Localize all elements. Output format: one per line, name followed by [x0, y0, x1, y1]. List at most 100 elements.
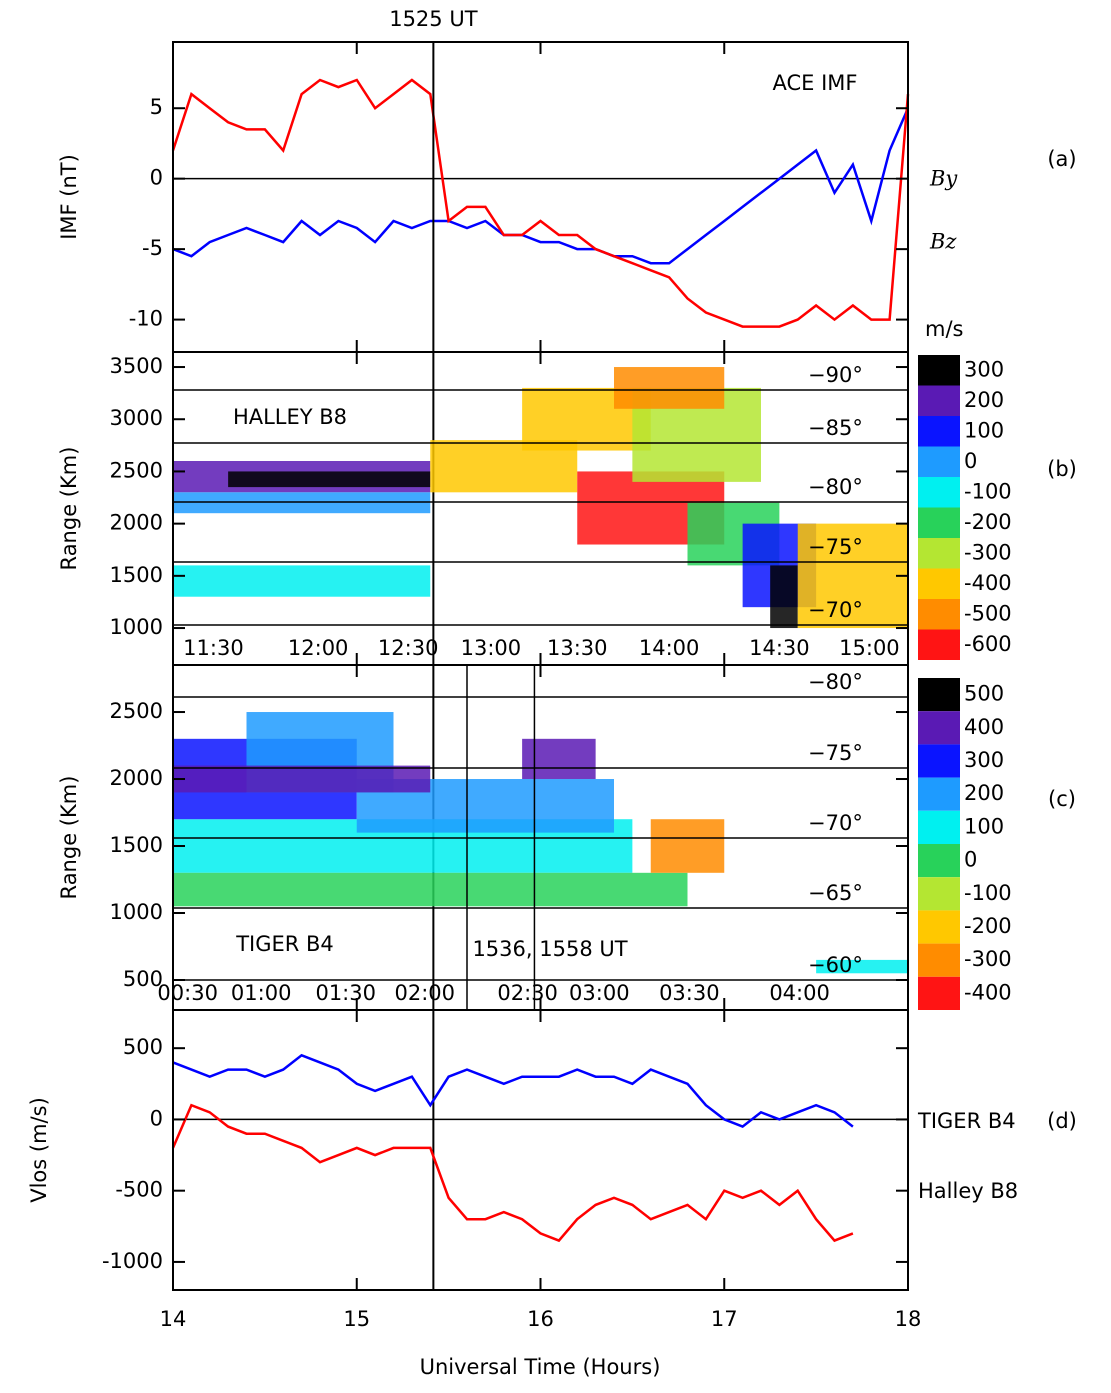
colorbar-block — [918, 477, 960, 508]
colorbar-label: -100 — [964, 479, 1012, 503]
y-axis-label: IMF (nT) — [57, 154, 81, 240]
colorbar-block — [918, 507, 960, 538]
y-tick-label: 0 — [150, 166, 163, 190]
latitude-label: −60° — [808, 953, 863, 977]
local-time-label: 12:00 — [288, 636, 349, 660]
local-time-label: 13:00 — [461, 636, 522, 660]
x-tick-label: 17 — [711, 1307, 738, 1331]
y-tick-label: 2500 — [110, 458, 163, 482]
series-line — [171, 78, 910, 328]
colorbar-block — [918, 416, 960, 447]
y-tick-label: 0 — [150, 1106, 163, 1130]
colorbar-label: -600 — [964, 632, 1012, 656]
y-tick-label: -1000 — [102, 1249, 163, 1273]
event-label: 1536, 1558 UT — [472, 937, 627, 961]
y-tick-label: 3500 — [110, 354, 163, 378]
colorbar-label: 100 — [964, 814, 1004, 838]
latitude-label: −75° — [808, 535, 863, 559]
local-time-label: 04:00 — [769, 981, 830, 1005]
series-line — [172, 107, 910, 265]
colorbar-block — [918, 711, 960, 745]
latitude-label: −65° — [808, 881, 863, 905]
colorbar-block — [918, 355, 960, 386]
y-tick-label: 1500 — [110, 563, 163, 587]
y-tick-label: 3000 — [110, 406, 163, 430]
y-axis-label: Range (Km) — [57, 776, 81, 900]
colorbar-label: -300 — [964, 947, 1012, 971]
y-tick-label: 2000 — [110, 766, 163, 790]
colorbar-block — [918, 629, 960, 660]
y-tick-label: -500 — [115, 1178, 163, 1202]
colorbar-block — [918, 810, 960, 844]
local-time-label: 03:30 — [659, 981, 720, 1005]
local-time-label: 15:00 — [839, 636, 900, 660]
x-tick-label: 16 — [527, 1307, 554, 1331]
series-line — [171, 1103, 854, 1243]
y-tick-label: 500 — [123, 1035, 163, 1059]
latitude-label: −90° — [808, 363, 863, 387]
panel-title: HALLEY B8 — [233, 405, 347, 429]
legend-entry: Halley B8 — [918, 1179, 1018, 1203]
local-time-label: 02:00 — [394, 981, 455, 1005]
latitude-label: −80° — [808, 475, 863, 499]
colorbar-label: -300 — [964, 540, 1012, 564]
local-time-label: 11:30 — [183, 636, 244, 660]
colorbar-label: 300 — [964, 748, 1004, 772]
y-tick-label: 2000 — [110, 511, 163, 535]
latitude-label: −70° — [808, 598, 863, 622]
local-time-label: 03:00 — [569, 981, 630, 1005]
y-tick-label: 1000 — [110, 900, 163, 924]
colorbar-label: 200 — [964, 781, 1004, 805]
panel-title: ACE IMF — [773, 71, 858, 95]
x-tick-label: 18 — [895, 1307, 922, 1331]
x-tick-label: 14 — [160, 1307, 187, 1331]
colorbar-label: -400 — [964, 980, 1012, 1004]
y-axis-label: Vlos (m/s) — [27, 1097, 51, 1203]
colorbar-block — [918, 385, 960, 416]
latitude-label: −70° — [808, 811, 863, 835]
velocity-cell — [797, 523, 908, 629]
colorbar-label: 400 — [964, 715, 1004, 739]
panel-frame — [172, 1009, 909, 1291]
panel-title: TIGER B4 — [235, 932, 334, 956]
colorbar-label: -100 — [964, 881, 1012, 905]
local-time-label: 12:30 — [378, 636, 439, 660]
colorbar-label: 200 — [964, 388, 1004, 412]
panel-label: (a) — [1047, 147, 1076, 171]
colorbar-block — [918, 599, 960, 630]
velocity-cell — [228, 471, 431, 488]
legend-entry: TIGER B4 — [917, 1109, 1016, 1133]
colorbar-label: 0 — [964, 449, 977, 473]
x-tick-label: 15 — [343, 1307, 370, 1331]
colorbar-block — [918, 678, 960, 712]
y-tick-label: 5 — [150, 95, 163, 119]
velocity-cell — [816, 959, 908, 974]
y-tick-label: 500 — [123, 967, 163, 991]
y-tick-label: -10 — [129, 307, 163, 331]
y-tick-label: 1500 — [110, 833, 163, 857]
colorbar-label: 100 — [964, 418, 1004, 442]
series-line — [172, 1053, 854, 1129]
velocity-cell — [522, 738, 596, 780]
colorbar-label: 0 — [964, 848, 977, 872]
legend-entry: Bz — [929, 230, 957, 254]
local-time-label: 00:30 — [157, 981, 218, 1005]
local-time-label: 01:30 — [315, 981, 376, 1005]
velocity-cell — [173, 872, 688, 907]
colorbar-label: -400 — [964, 571, 1012, 595]
panel-label: (b) — [1047, 457, 1077, 481]
colorbar-label: -500 — [964, 601, 1012, 625]
colorbar-label: -200 — [964, 510, 1012, 534]
local-time-label: 13:30 — [547, 636, 608, 660]
colorbar-block — [918, 744, 960, 778]
legend-entry: By — [929, 167, 958, 191]
local-time-label: 01:00 — [231, 981, 292, 1005]
panel-label: (d) — [1047, 1109, 1077, 1133]
y-tick-label: 2500 — [110, 699, 163, 723]
colorbar-block — [918, 538, 960, 569]
latitude-label: −75° — [808, 741, 863, 765]
colorbar-unit: m/s — [925, 317, 963, 341]
x-axis-label: Universal Time (Hours) — [420, 1355, 661, 1379]
velocity-cell — [173, 565, 431, 597]
